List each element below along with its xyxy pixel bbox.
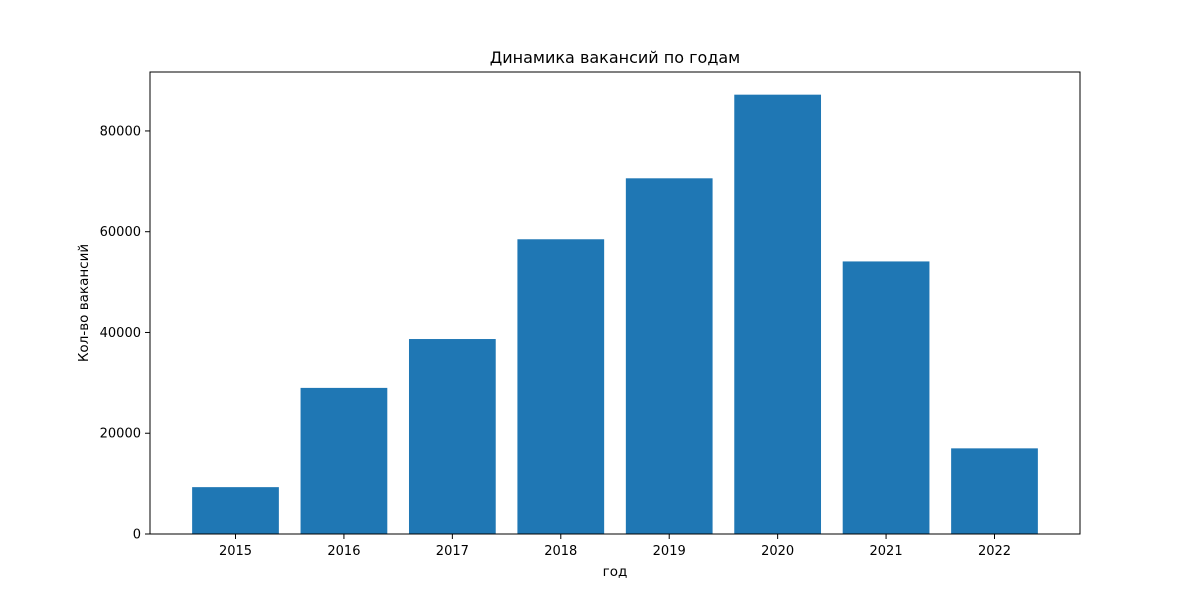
x-axis-ticks: 2015 2016 2017 2018 2019 2020 2021 2022 [219, 534, 1011, 559]
y-tick-label: 40000 [100, 326, 141, 341]
x-tick-label: 2015 [219, 544, 252, 559]
bar-2016 [300, 387, 388, 534]
x-tick-label: 2018 [544, 544, 577, 559]
bar-2020 [734, 94, 822, 534]
x-axis-label: год [603, 564, 628, 580]
y-tick-label: 80000 [100, 124, 141, 139]
y-axis-ticks: 0 20000 40000 60000 80000 [100, 124, 150, 543]
bar-2022 [951, 448, 1038, 534]
bar-2021 [842, 261, 930, 534]
x-tick-label: 2017 [436, 544, 469, 559]
y-axis-label: Кол-во вакансий [76, 244, 92, 362]
bar-2019 [625, 178, 713, 534]
y-tick-label: 60000 [100, 225, 141, 240]
x-tick-label: 2022 [978, 544, 1011, 559]
bar-2018 [517, 239, 605, 534]
x-tick-label: 2016 [327, 544, 360, 559]
x-tick-label: 2020 [761, 544, 794, 559]
chart-title: Динамика вакансий по годам [490, 48, 741, 67]
x-tick-label: 2019 [653, 544, 686, 559]
x-tick-label: 2021 [870, 544, 903, 559]
bar-2015 [192, 487, 279, 534]
plot-frame [149, 71, 1081, 535]
bars [192, 94, 1038, 534]
y-tick-label: 0 [133, 528, 141, 543]
bar-2017 [408, 339, 496, 534]
y-tick-label: 20000 [100, 427, 141, 442]
